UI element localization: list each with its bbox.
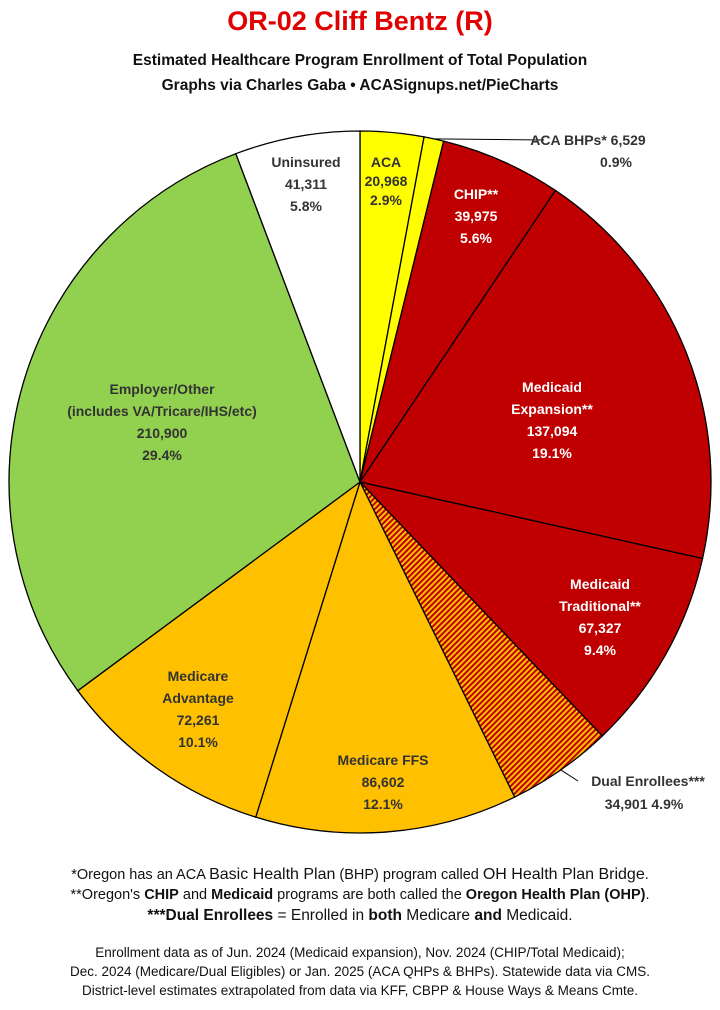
slice-label-madv-2: Advantage: [162, 690, 234, 706]
pie-slice-mffs: [254, 480, 516, 834]
leader-line-dual: [560, 769, 579, 782]
slice-label-bhp: ACA BHPs* 6,529: [530, 132, 646, 148]
slice-value-chip: 39,975: [455, 208, 498, 224]
slice-value-madv: 72,261: [177, 712, 220, 728]
pie-slice-unins: [234, 130, 361, 483]
slice-label-aca: ACA: [371, 154, 401, 170]
chart-title: OR-02 Cliff Bentz (R): [227, 6, 493, 36]
slice-label-chip: CHIP**: [454, 186, 499, 202]
slice-percent-chip: 5.6%: [460, 230, 492, 246]
pie-slice-madv: [76, 480, 362, 818]
slice-value-emp: 210,900: [137, 425, 188, 441]
chart-subtitle: Estimated Healthcare Program Enrollment …: [132, 52, 588, 69]
source-line-2: Dec. 2024 (Medicare/Dual Eligibles) or J…: [70, 964, 650, 979]
slice-value-mtrad: 67,327: [579, 620, 622, 636]
slice-percent-mtrad: 9.4%: [584, 642, 616, 658]
pie-slice-mtrad: [358, 480, 704, 737]
slice-label-unins: Uninsured: [271, 154, 340, 170]
slice-value-dual: 34,901 4.9%: [605, 796, 684, 812]
slice-label-dual: Dual Enrollees***: [591, 773, 705, 789]
slice-value-mffs: 86,602: [362, 774, 405, 790]
slice-percent-bhp: 0.9%: [600, 154, 632, 170]
slice-label-mexp: Medicaid: [522, 379, 582, 395]
slice-percent-unins: 5.8%: [290, 198, 322, 214]
slice-value-aca: 20,968: [365, 173, 408, 189]
slice-percent-aca: 2.9%: [370, 192, 402, 208]
slice-value-unins: 41,311: [285, 176, 327, 192]
pie-slice-mexp: [358, 189, 712, 560]
slice-label-emp: Employer/Other: [109, 381, 215, 397]
footnote-bhp: *Oregon has an ACA Basic Health Plan (BH…: [71, 866, 649, 883]
slice-label-emp-2: (includes VA/Tricare/IHS/etc): [67, 403, 257, 419]
slice-percent-madv: 10.1%: [178, 734, 218, 750]
pie-slice-emp: [8, 152, 361, 692]
footnote-ohp: **Oregon's CHIP and Medicaid programs ar…: [70, 887, 650, 903]
source-line-1: Enrollment data as of Jun. 2024 (Medicai…: [95, 945, 625, 960]
slice-label-mtrad-2: Traditional**: [559, 598, 641, 614]
source-line-3: District-level estimates extrapolated fr…: [82, 983, 638, 998]
slice-label-madv: Medicare: [168, 668, 229, 684]
slice-percent-emp: 29.4%: [142, 447, 182, 463]
footnote-dual: ***Dual Enrollees = Enrolled in both Med…: [147, 907, 573, 924]
slice-percent-mexp: 19.1%: [532, 445, 572, 461]
slice-value-mexp: 137,094: [527, 423, 578, 439]
chart-credit: Graphs via Charles Gaba • ACASignups.net…: [161, 77, 559, 94]
slice-percent-mffs: 12.1%: [363, 796, 403, 812]
slice-label-mtrad: Medicaid: [570, 576, 630, 592]
slice-label-mexp-2: Expansion**: [511, 401, 593, 417]
slice-label-mffs: Medicare FFS: [337, 752, 428, 768]
leader-line-bhp: [433, 138, 545, 141]
